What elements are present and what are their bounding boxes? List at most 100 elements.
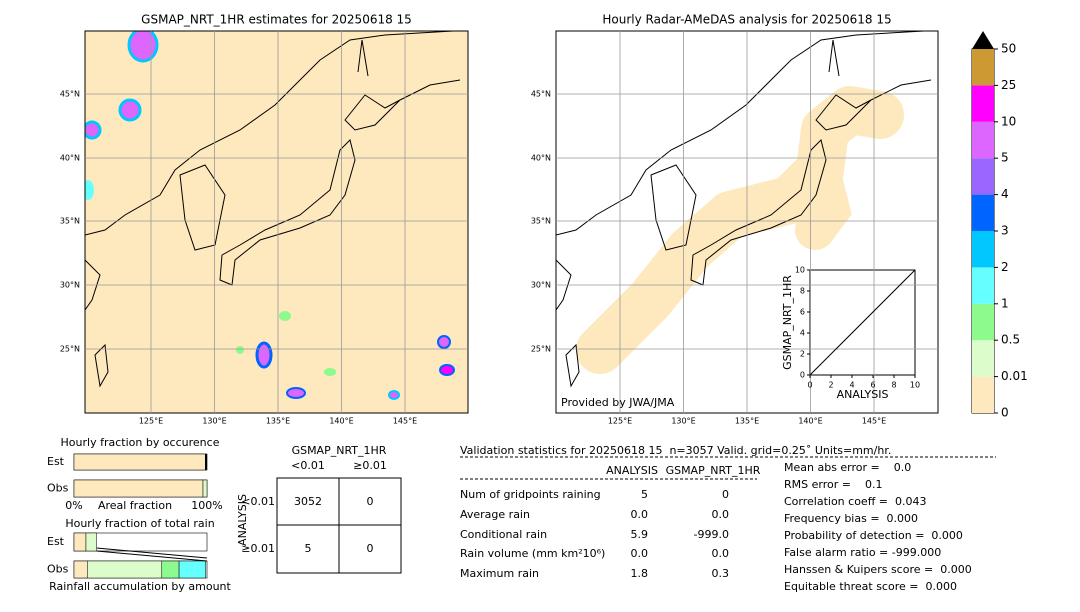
x-tick-label: 8 — [891, 381, 896, 390]
x-axis-label: Rainfall accumulation by amount — [49, 580, 231, 593]
y-tick-label: 0 — [800, 371, 805, 380]
map-title: GSMAP_NRT_1HR estimates for 20250618 15 — [141, 13, 412, 27]
stats-label: Conditional rain — [460, 528, 547, 541]
row-label: <0.01 — [241, 495, 275, 508]
colorbar-band — [972, 340, 994, 377]
y-tick-label: 10 — [795, 266, 805, 275]
x-tick-label: 100% — [191, 499, 222, 512]
colorbar-label: 5 — [1001, 151, 1009, 165]
lon-label: 145°E — [862, 417, 886, 426]
lon-label: 125°E — [139, 417, 163, 426]
column-label: ≥0.01 — [353, 459, 387, 472]
colorbar-label: 0.5 — [1001, 333, 1020, 347]
score: Equitable threat score = 0.000 — [784, 580, 957, 593]
x-tick-label: 0% — [65, 499, 82, 512]
diagonal — [809, 269, 916, 376]
bar-title: Hourly fraction by occurence — [61, 436, 220, 449]
stats-value: 0.0 — [631, 508, 649, 521]
bar-segment — [73, 560, 88, 579]
colorbar-band — [972, 85, 994, 122]
colorbar-label: 50 — [1001, 42, 1016, 56]
bar-segment — [73, 453, 206, 471]
stats-value: 0.0 — [631, 547, 649, 560]
stats-value: -999.0 — [694, 528, 729, 541]
colorbar-label: 2 — [1001, 260, 1009, 274]
colorbar-band — [972, 121, 994, 159]
stats-value: 0 — [722, 488, 729, 501]
score: Mean abs error = 0.0 — [784, 461, 911, 474]
stats-header: GSMAP_NRT_1HR — [666, 464, 761, 477]
column-label: <0.01 — [291, 459, 325, 472]
table-cell: 5 — [305, 542, 312, 555]
colorbar-band — [972, 267, 994, 304]
stats-label: Rain volume (mm km²10⁶) — [460, 547, 605, 560]
y-tick-label: 2 — [800, 350, 805, 359]
bar-segment — [202, 479, 208, 498]
stats-value: 0.0 — [712, 508, 730, 521]
lon-label: 140°E — [329, 417, 353, 426]
lat-label: 40°N — [531, 154, 551, 163]
colorbar-band — [972, 49, 994, 86]
colorbar-band — [972, 158, 994, 195]
bar-segment — [161, 560, 180, 579]
y-tick-label: 8 — [800, 287, 805, 296]
score: False alarm ratio = -999.000 — [784, 546, 941, 559]
colorbar-label: 0 — [1001, 406, 1009, 420]
stats-value: 5 — [641, 488, 648, 501]
stats-value: 0.3 — [712, 567, 730, 580]
lon-label: 135°E — [735, 417, 759, 426]
stats-header: ANALYSIS — [606, 464, 658, 477]
table-title: GSMAP_NRT_1HR — [292, 444, 387, 457]
lat-label: 35°N — [531, 217, 551, 226]
lon-label: 140°E — [798, 417, 822, 426]
score: Frequency bias = 0.000 — [784, 512, 918, 525]
colorbar-band — [972, 376, 994, 413]
colorbar-label: 3 — [1001, 224, 1009, 238]
x-tick-label: 10 — [910, 381, 920, 390]
lat-label: 40°N — [60, 154, 80, 163]
lon-label: 145°E — [393, 417, 417, 426]
category-label: Obs — [47, 563, 69, 576]
bar-segment — [87, 560, 163, 579]
x-axis-label: ANALYSIS — [837, 388, 889, 401]
colorbar-label: 0.01 — [1001, 369, 1028, 383]
table-cell: 3052 — [294, 495, 322, 508]
stats-title: Validation statistics for 20250618 15 n=… — [460, 444, 891, 457]
bar-segment — [73, 532, 87, 552]
fan-line — [96, 547, 208, 559]
table-cell: 0 — [367, 542, 374, 555]
colorbar-band — [972, 194, 994, 231]
category-label: Obs — [47, 482, 69, 495]
lat-label: 30°N — [531, 281, 551, 290]
stats-label: Average rain — [460, 508, 530, 521]
lat-label: 25°N — [60, 345, 80, 354]
stats-label: Maximum rain — [460, 567, 539, 580]
category-label: Est — [47, 535, 65, 548]
score: Hanssen & Kuipers score = 0.000 — [784, 563, 972, 576]
score: Probability of detection = 0.000 — [784, 529, 963, 542]
lat-label: 45°N — [60, 90, 80, 99]
score: Correlation coeff = 0.043 — [784, 495, 926, 508]
colorbar-label: 10 — [1001, 114, 1016, 128]
stats-value: 0.0 — [712, 547, 730, 560]
colorbar-band — [972, 303, 994, 341]
lat-label: 35°N — [60, 217, 80, 226]
lon-label: 135°E — [266, 417, 290, 426]
lon-label: 125°E — [608, 417, 632, 426]
colorbar-label: 1 — [1001, 296, 1009, 310]
category-label: Est — [47, 455, 65, 468]
y-axis-label: GSMAP_NRT_1HR — [781, 275, 794, 370]
bar-segment — [178, 560, 206, 579]
score: RMS error = 0.1 — [784, 478, 882, 491]
row-label: ≥0.01 — [241, 542, 275, 555]
colorbar-band — [972, 231, 994, 268]
left-map-frame — [84, 30, 469, 414]
x-tick-label: 0 — [807, 381, 812, 390]
lat-label: 25°N — [531, 345, 551, 354]
colorbar-label: 4 — [1001, 187, 1009, 201]
x-axis-label: Areal fraction — [98, 499, 172, 512]
stats-label: Num of gridpoints raining — [460, 488, 601, 501]
x-tick-label: 4 — [849, 381, 854, 390]
y-tick-label: 6 — [800, 308, 805, 317]
contingency-grid — [276, 477, 402, 574]
